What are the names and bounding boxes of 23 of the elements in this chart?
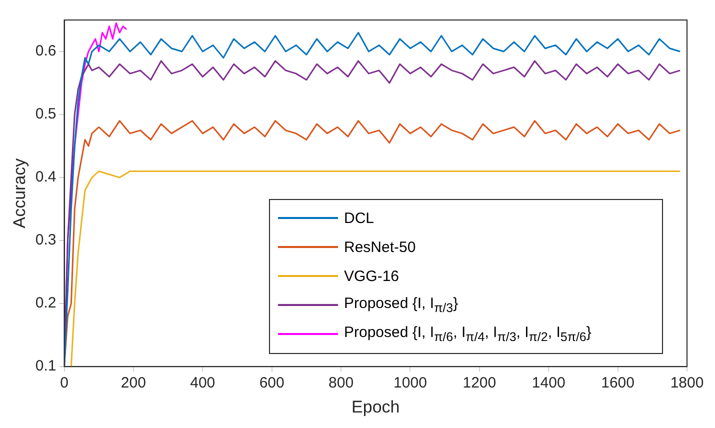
x-tick-label: 800 bbox=[328, 374, 354, 392]
x-tick-label: 1800 bbox=[670, 374, 704, 392]
legend-label: Proposed {I, I$_{π/3}$} bbox=[344, 295, 458, 316]
x-tick-label: 600 bbox=[259, 374, 284, 392]
text: Proposed {I, I$_{π/6}$, I$_{π/4}$, I$_{π/3}$, I$_{π/2}$, I$_{5π/6}$} bbox=[344, 324, 592, 344]
x-tick-label: 1200 bbox=[462, 374, 496, 392]
legend-label: ResNet-50 bbox=[344, 238, 416, 256]
y-tick-label: 0.4 bbox=[35, 168, 56, 186]
x-tick-label: 200 bbox=[120, 374, 146, 392]
x-axis-title: Epoch bbox=[352, 397, 400, 416]
legend-label: DCL bbox=[344, 210, 374, 227]
x-tick-label: 400 bbox=[190, 374, 216, 392]
x-tick-label: 1400 bbox=[532, 374, 566, 392]
x-tick-label: 1000 bbox=[394, 374, 427, 392]
legend-label: VGG-16 bbox=[344, 268, 400, 285]
y-tick-label: 0.3 bbox=[35, 232, 56, 249]
x-tick-label: 1600 bbox=[601, 374, 634, 392]
x-tick-label: 0 bbox=[60, 374, 68, 392]
y-tick-label: 0.6 bbox=[35, 42, 56, 60]
y-axis-title: Accuracy bbox=[10, 158, 29, 228]
y-tick-label: 0.1 bbox=[35, 358, 56, 375]
y-tick-label: 0.2 bbox=[35, 294, 56, 312]
y-tick-label: 0.5 bbox=[35, 106, 56, 123]
